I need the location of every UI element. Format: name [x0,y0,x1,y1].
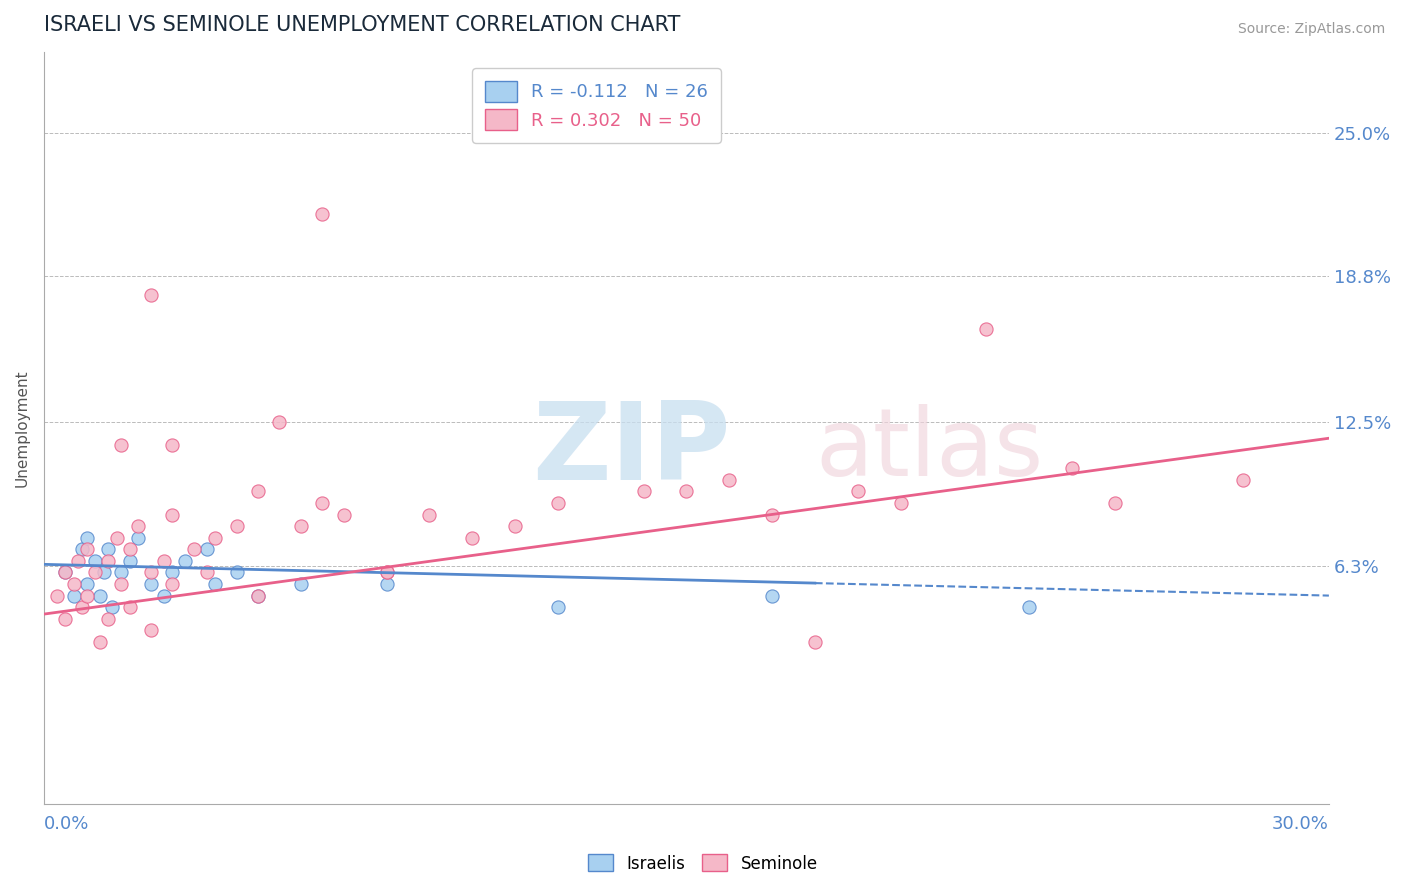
Legend: R = -0.112   N = 26, R = 0.302   N = 50: R = -0.112 N = 26, R = 0.302 N = 50 [472,69,721,143]
Point [53,566,76,580]
Y-axis label: Unemployment: Unemployment [15,369,30,487]
Point [162,577,184,591]
Point [139,287,162,301]
Text: ISRAELI VS SEMINOLE UNEMPLOYMENT CORRELATION CHART: ISRAELI VS SEMINOLE UNEMPLOYMENT CORRELA… [44,15,681,35]
Point [633,484,655,499]
Point [204,531,226,545]
Point [311,207,333,221]
Point [76,577,98,591]
Point [332,508,354,522]
Point [269,415,291,429]
Point [761,508,783,522]
Point [76,589,98,603]
Point [110,566,132,580]
Point [84,554,107,568]
Point [311,496,333,510]
Point [162,508,184,522]
Point [162,438,184,452]
Point [63,589,86,603]
Point [139,566,162,580]
Point [204,577,226,591]
Point [76,542,98,557]
Point [461,531,484,545]
Point [1104,496,1126,510]
Point [118,542,141,557]
Point [97,542,120,557]
Point [110,438,132,452]
Point [375,566,398,580]
Point [53,566,76,580]
Point [174,554,197,568]
Point [418,508,440,522]
Point [247,484,270,499]
Point [247,589,270,603]
Point [503,519,526,533]
Point [93,566,115,580]
Point [290,577,312,591]
Point [195,542,218,557]
Point [761,589,783,603]
Point [127,519,149,533]
Point [89,635,111,649]
Point [84,566,107,580]
Point [139,624,162,638]
Point [97,612,120,626]
Legend: Israelis, Seminole: Israelis, Seminole [582,847,824,880]
Point [547,496,569,510]
Point [162,566,184,580]
Text: 30.0%: 30.0% [1272,815,1329,833]
Point [76,531,98,545]
Point [118,554,141,568]
Point [72,600,94,615]
Point [1018,600,1040,615]
Point [53,612,76,626]
Point [675,484,697,499]
Point [118,600,141,615]
Text: ZIP: ZIP [533,398,731,503]
Point [45,589,67,603]
Point [1060,461,1083,475]
Point [247,589,270,603]
Point [89,589,111,603]
Point [105,531,128,545]
Point [1232,473,1254,487]
Point [375,566,398,580]
Point [153,554,176,568]
Point [846,484,869,499]
Point [547,600,569,615]
Point [101,600,124,615]
Text: atlas: atlas [815,404,1043,496]
Point [110,577,132,591]
Point [375,577,398,591]
Point [183,542,205,557]
Point [63,577,86,591]
Point [290,519,312,533]
Point [72,542,94,557]
Text: 0.0%: 0.0% [44,815,89,833]
Point [974,322,997,336]
Point [153,589,176,603]
Text: Source: ZipAtlas.com: Source: ZipAtlas.com [1237,22,1385,37]
Point [804,635,827,649]
Point [225,566,247,580]
Point [67,554,90,568]
Point [225,519,247,533]
Point [890,496,912,510]
Point [195,566,218,580]
Point [139,577,162,591]
Point [718,473,741,487]
Point [127,531,149,545]
Point [97,554,120,568]
